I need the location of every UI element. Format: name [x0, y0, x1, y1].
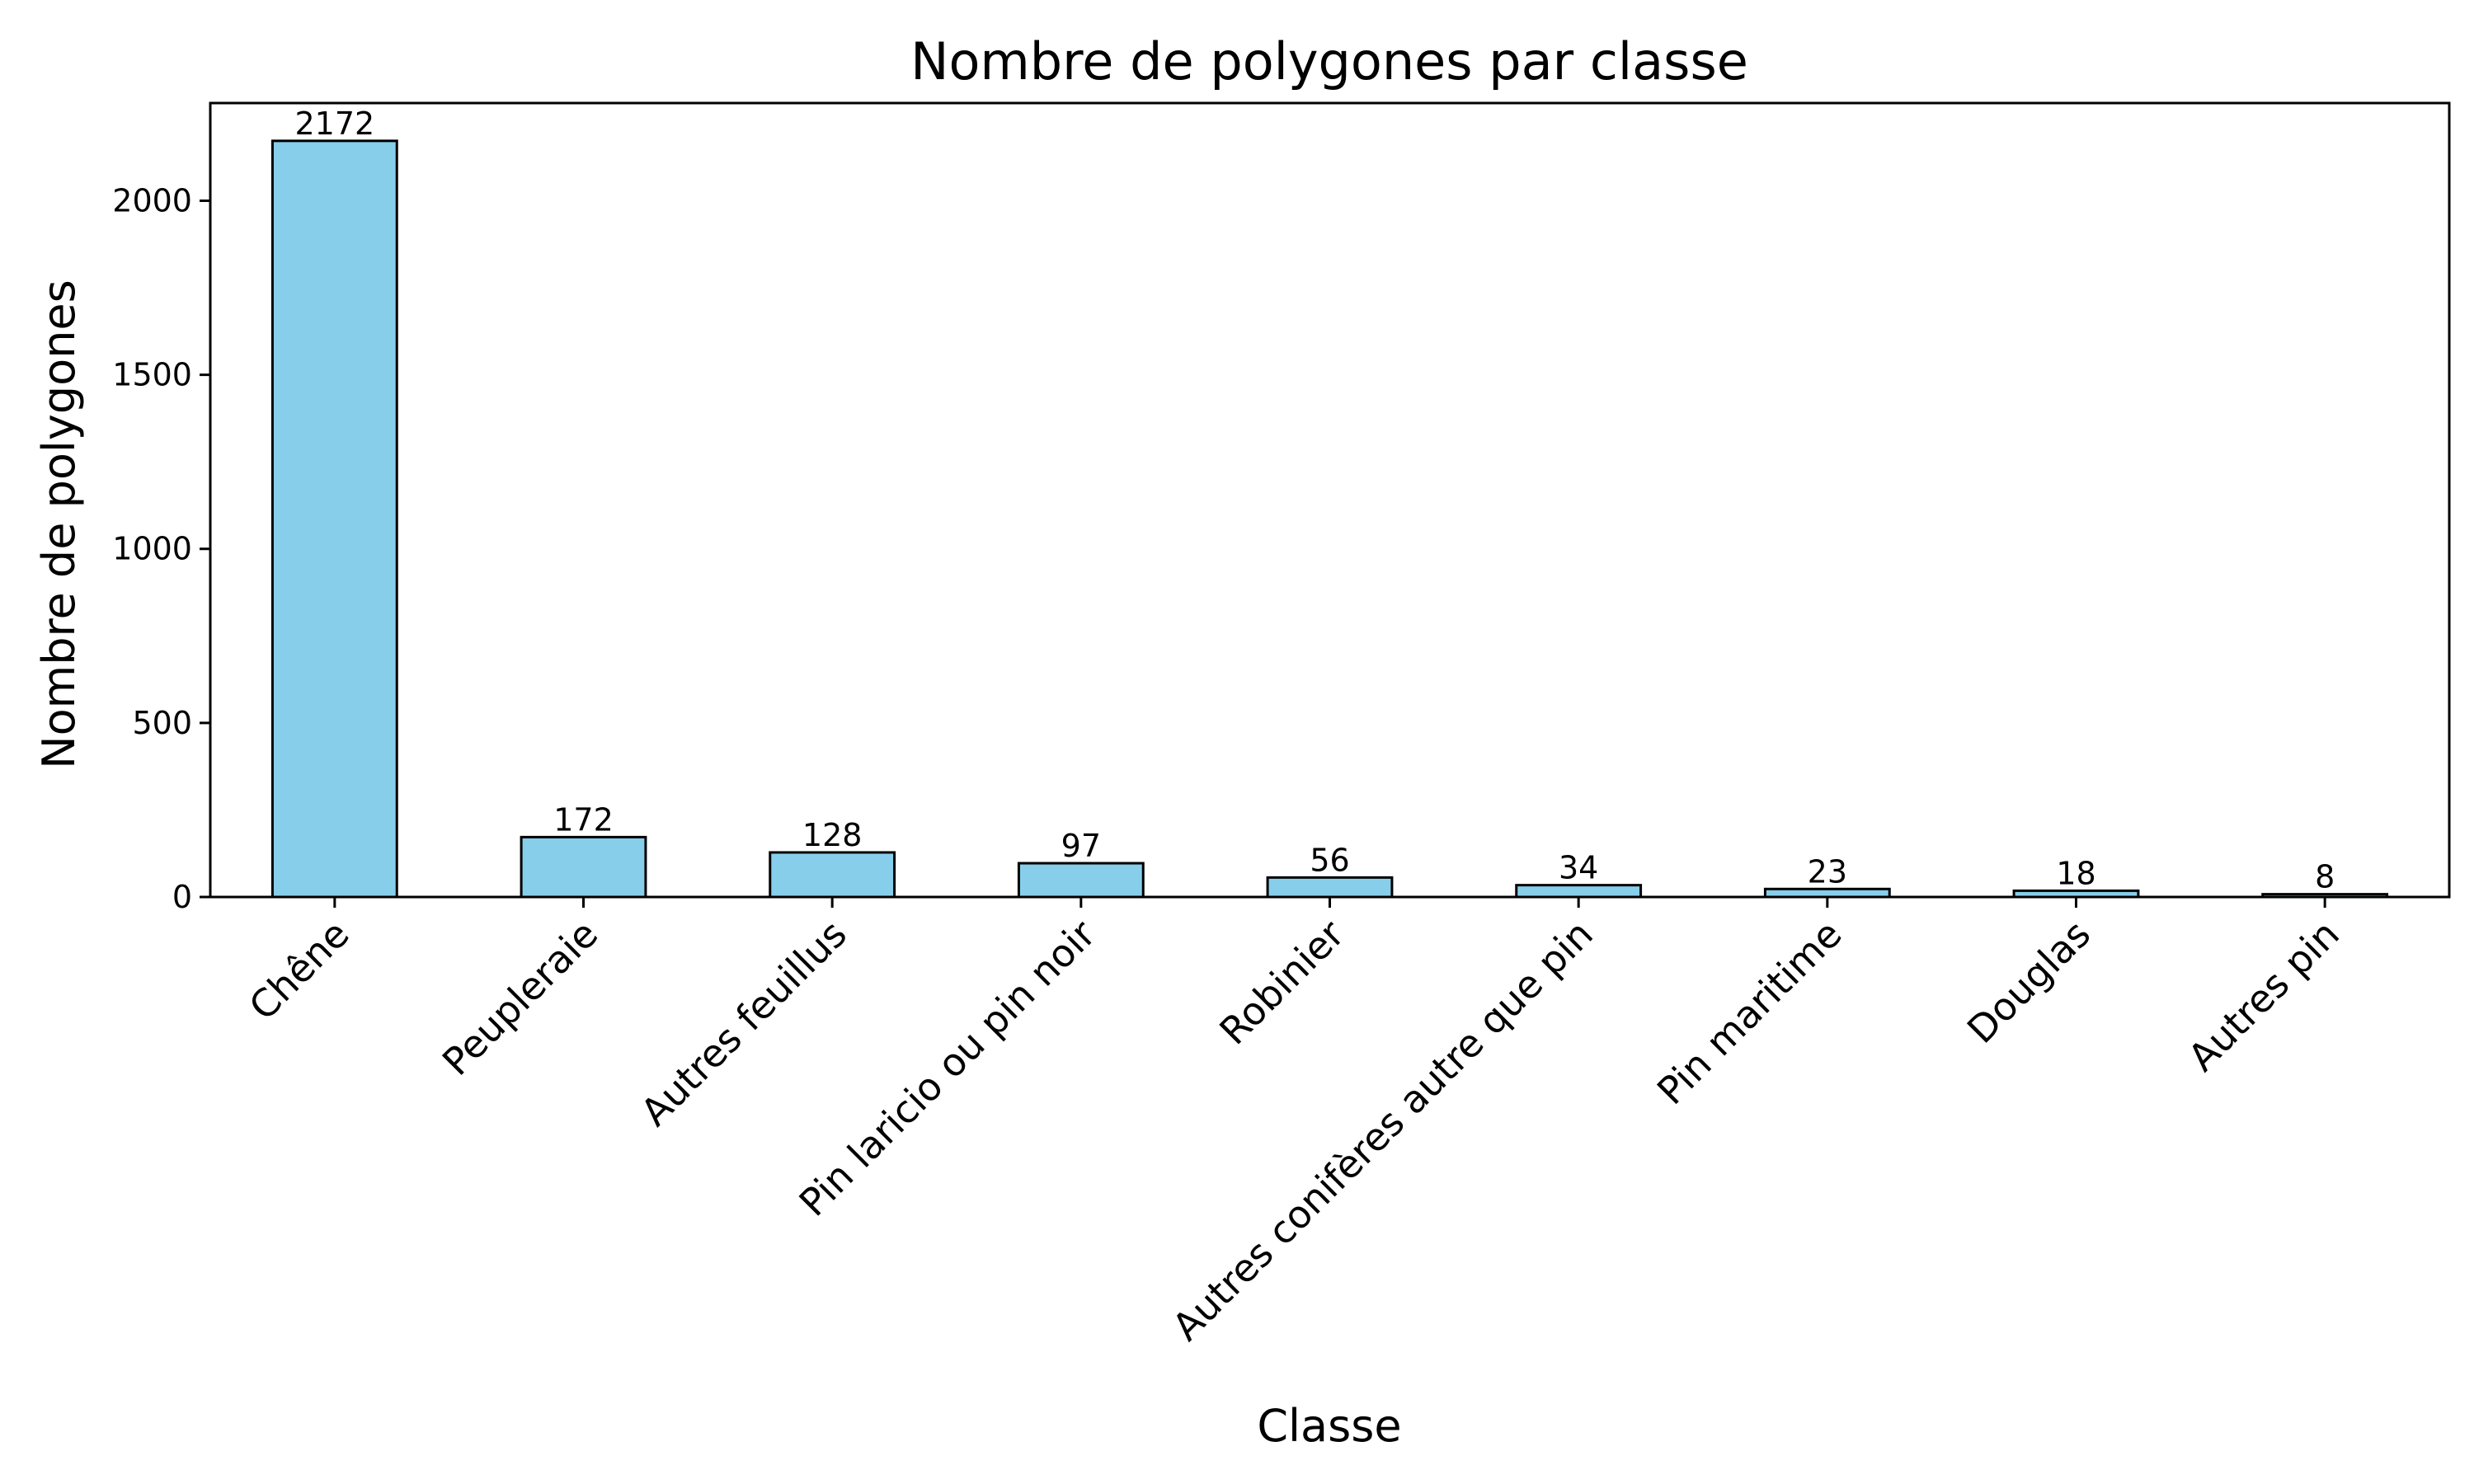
bar: [769, 851, 896, 899]
plot-frame: [209, 101, 2451, 899]
y-tick-label: 0: [172, 879, 192, 915]
data-label: 97: [1061, 828, 1101, 864]
data-label: 23: [1808, 853, 1847, 890]
x-tick-label: Peupleraie: [434, 912, 606, 1084]
bars: 2172 172 128 97 56 34 23 18 8: [270, 106, 2389, 899]
x-tick-label: Autres feuillus: [632, 912, 855, 1135]
data-label: 2172: [294, 106, 374, 142]
y-tick-label: 1000: [112, 531, 192, 567]
x-tick-label: Autres conifères autre que pin: [1164, 912, 1602, 1350]
x-tick-label: Pin maritime: [1649, 912, 1851, 1114]
x-axis-title: Classe: [1257, 1400, 1401, 1452]
y-tick-label: 500: [132, 705, 192, 741]
bar: [1017, 862, 1145, 899]
data-label: 34: [1559, 850, 1598, 886]
data-label: 128: [802, 817, 863, 853]
y-tick-label: 2000: [112, 182, 192, 218]
y-axis-title: Nombre de polygones: [33, 279, 85, 769]
data-label: 56: [1310, 842, 1349, 878]
x-tick-label: Douglas: [1959, 912, 2099, 1052]
bar: [1266, 876, 1394, 899]
y-tick-label: 1500: [112, 357, 192, 393]
data-label: 172: [553, 801, 614, 838]
x-tick-label: Autres pin: [2180, 912, 2348, 1080]
chart-title: Nombre de polygones par classe: [910, 31, 1748, 92]
bar: [1515, 884, 1643, 899]
data-label: 18: [2056, 855, 2095, 891]
x-tick-label: Robinier: [1211, 912, 1352, 1054]
y-axis: 0 500 1000 1500 2000: [112, 182, 210, 915]
bar: [270, 139, 398, 899]
data-label: 8: [2315, 859, 2335, 895]
x-tick-label: Chêne: [240, 912, 357, 1029]
bar: [520, 835, 647, 899]
